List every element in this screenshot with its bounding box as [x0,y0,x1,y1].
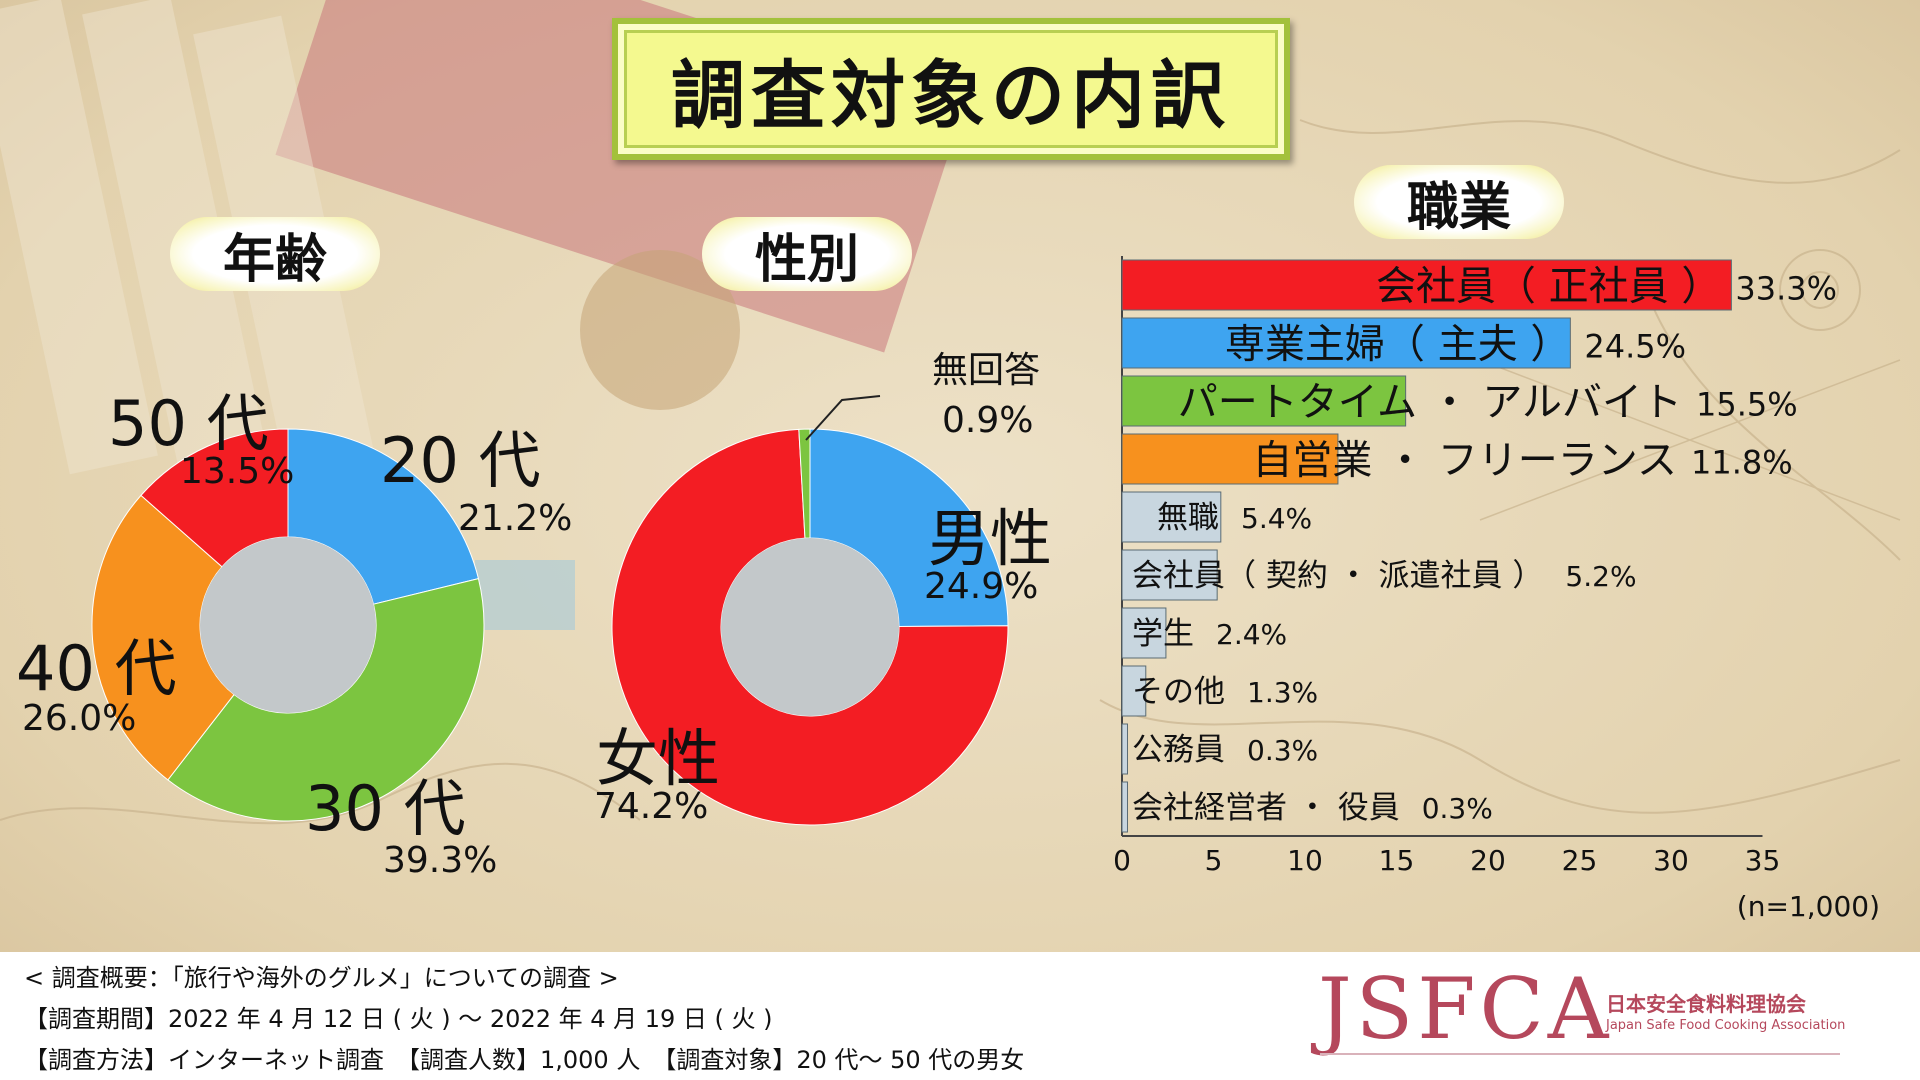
bar-x-tick-3: 15 [1379,844,1415,877]
bar-value-3: 11.8% [1691,443,1793,481]
bar-x-tick-5: 25 [1562,844,1598,877]
bar-label-1: 専業主婦（ 主夫 ） [1225,321,1570,367]
sample-size-note: (n=1,000) [1737,890,1880,923]
age-value-1: 39.3% [383,840,497,881]
bar-label-6: 学生 [1132,616,1194,652]
bar-label-4: 無職 [1157,500,1219,536]
age-label-1: 30 代 [305,772,466,845]
age-label-0: 20 代 [380,424,541,497]
title-banner: 調査対象の内訳 [612,18,1290,160]
age-value-0: 21.2% [458,498,572,539]
survey-overview: < 調査概要：「旅行や海外のグルメ」についての調査 > [24,964,619,992]
footer: < 調査概要：「旅行や海外のグルメ」についての調査 > 【調査期間】2022 年… [0,952,1920,1080]
bar-label-3: 自営業 ・ フリーランス [1252,437,1677,483]
bar-value-2: 15.5% [1696,385,1798,423]
logo-underline [1320,1053,1840,1055]
bar-x-tick-1: 5 [1205,844,1223,877]
bar-label-0: 会社員（ 正社員 ） [1376,263,1721,309]
bar-label-5: 会社員（ 契約 ・ 派遣社員 ） [1132,558,1543,594]
bar-9 [1121,781,1128,833]
gender-value-2: 0.9% [942,400,1033,441]
occupation-chart-title: 職業 [1354,165,1564,239]
bar-1 [1121,317,1571,369]
logo-japanese-name: 日本安全食料料理協会 [1606,992,1806,1016]
bar-label-2: パートタイム ・ アルバイト [1178,379,1682,425]
bar-3 [1121,433,1339,485]
bar-x-tick-7: 35 [1745,844,1781,877]
bar-value-5: 5.2% [1565,560,1636,593]
bar-x-tick-6: 30 [1653,844,1689,877]
gender-label-0: 男性 [928,502,1052,575]
map-lines [0,119,1901,825]
page-title: 調査対象の内訳 [671,52,1231,139]
bar-6 [1121,607,1167,659]
bar-5 [1121,549,1218,601]
bar-value-1: 24.5% [1584,327,1686,365]
bar-value-6: 2.4% [1216,618,1287,651]
age-label-3: 50 代 [108,387,269,460]
gender-leader-line [805,395,881,441]
bar-value-9: 0.3% [1422,792,1493,825]
bar-label-8: 公務員 [1132,732,1225,768]
survey-period: 【調査期間】2022 年 4 月 12 日 ( 火 ) ～ 2022 年 4 月… [24,1005,773,1033]
age-value-3: 13.5% [180,451,294,492]
bar-8 [1121,723,1128,775]
logo-english-name: Japan Safe Food Cooking Association [1606,1018,1846,1033]
survey-method: 【調査方法】インターネット調査 【調査人数】1,000 人 【調査対象】20 代… [24,1046,1025,1074]
gender-chart-title: 性別 [702,217,912,291]
bar-0 [1121,259,1732,311]
bar-7 [1121,665,1147,717]
age-chart-title: 年齢 [170,217,380,291]
bar-value-7: 1.3% [1247,676,1318,709]
bar-x-tick-4: 20 [1470,844,1506,877]
compass [580,250,740,410]
gender-value-0: 24.9% [924,566,1038,607]
bar-value-4: 5.4% [1241,502,1312,535]
bar-value-0: 33.3% [1735,269,1837,307]
gender-label-2: 無回答 [932,350,1040,391]
age-value-2: 26.0% [22,698,136,739]
gender-label-1: 女性 [596,722,720,795]
bar-label-9: 会社経営者 ・ 役員 [1132,790,1400,826]
bar-x-tick-0: 0 [1113,844,1131,877]
bar-x-tick-2: 10 [1287,844,1323,877]
flag-pin [475,560,575,630]
jsfca-logo: JSFCA [1318,960,1613,1058]
age-center [200,537,376,713]
bar-4 [1121,491,1222,543]
bar-value-8: 0.3% [1247,734,1318,767]
age-label-2: 40 代 [16,632,177,705]
gender-value-1: 74.2% [594,786,708,827]
gender-center [721,538,899,716]
bar-label-7: その他 [1132,674,1225,710]
bar-2 [1121,375,1407,427]
